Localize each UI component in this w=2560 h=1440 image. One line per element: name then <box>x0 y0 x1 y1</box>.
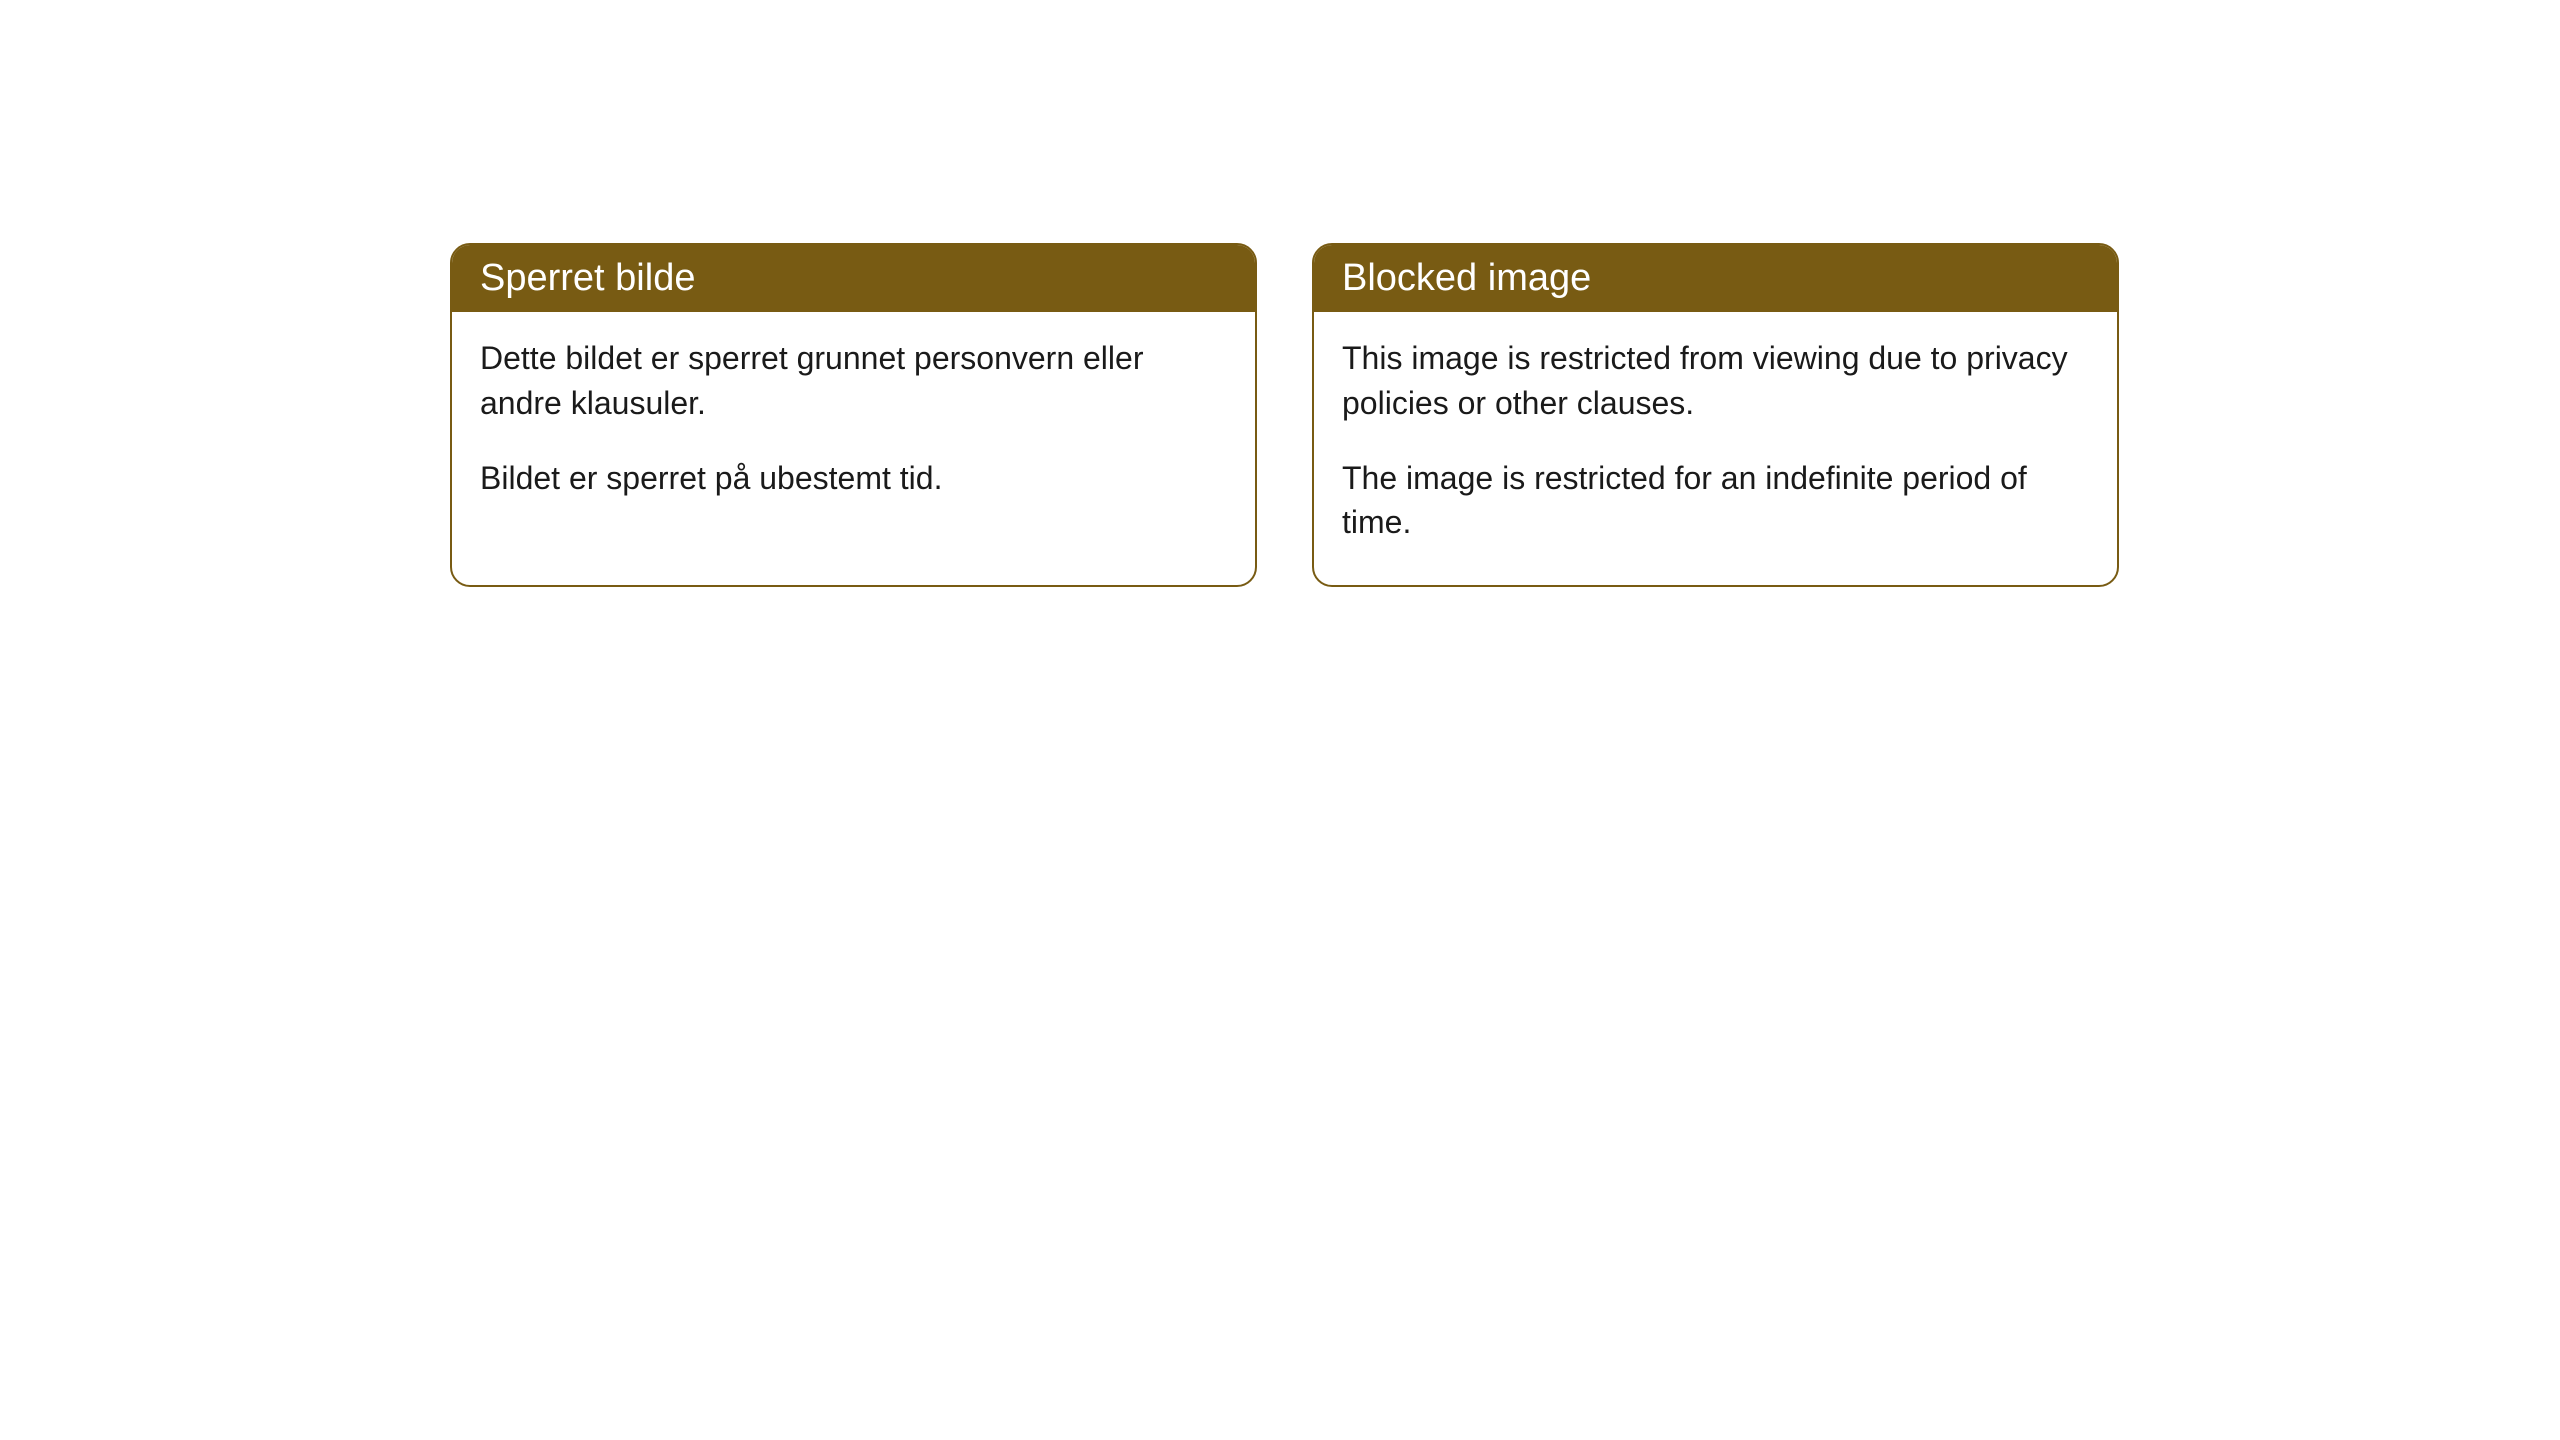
card-header: Sperret bilde <box>452 245 1255 312</box>
card-paragraph: Bildet er sperret på ubestemt tid. <box>480 456 1227 501</box>
blocked-image-card-norwegian: Sperret bilde Dette bildet er sperret gr… <box>450 243 1257 587</box>
blocked-image-card-english: Blocked image This image is restricted f… <box>1312 243 2119 587</box>
card-title: Blocked image <box>1342 257 1591 299</box>
card-body: This image is restricted from viewing du… <box>1314 312 2117 585</box>
card-paragraph: This image is restricted from viewing du… <box>1342 336 2089 426</box>
card-title: Sperret bilde <box>480 257 695 299</box>
card-body: Dette bildet er sperret grunnet personve… <box>452 312 1255 540</box>
card-paragraph: Dette bildet er sperret grunnet personve… <box>480 336 1227 426</box>
card-paragraph: The image is restricted for an indefinit… <box>1342 456 2089 546</box>
card-header: Blocked image <box>1314 245 2117 312</box>
cards-container: Sperret bilde Dette bildet er sperret gr… <box>450 243 2119 587</box>
